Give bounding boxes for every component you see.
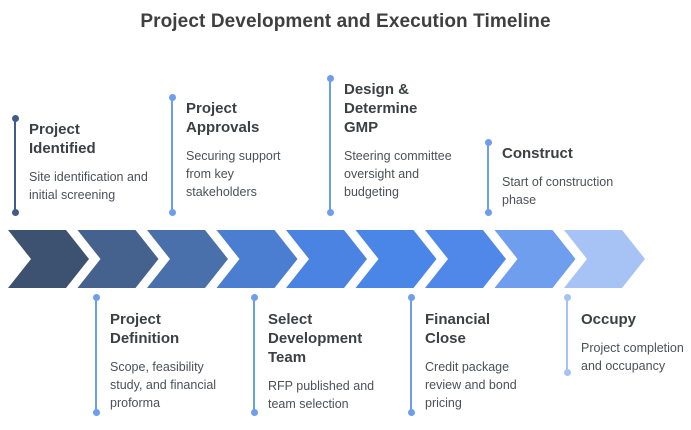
milestone-description: Credit package review and bond pricing: [425, 360, 517, 410]
connector-dot-top: [563, 294, 571, 301]
chevron-step-5: [286, 230, 367, 288]
connector-line: [407, 294, 415, 416]
connector-line: [168, 94, 176, 216]
milestone-description: Site identification and initial screenin…: [29, 170, 148, 202]
connector-dot-top: [168, 94, 176, 101]
chevron-step-8: [494, 230, 576, 288]
connector-dot-bottom: [11, 209, 19, 216]
chevron-step-3: [147, 230, 228, 288]
page-title: Project Development and Execution Timeli…: [140, 11, 551, 32]
connector-dot-bottom: [250, 409, 258, 416]
milestone-title: Project Identified: [29, 121, 96, 157]
chevron-step-9: [564, 230, 645, 288]
milestone-title: Financial Close: [425, 311, 491, 347]
connector-line: [250, 294, 258, 416]
milestone-title: Project Approvals: [186, 100, 260, 136]
connector-line: [484, 139, 492, 216]
chevron-step-2: [77, 230, 159, 288]
milestone-description: Securing support from key stakeholders: [186, 149, 281, 199]
chevron-step-6: [355, 230, 437, 288]
connector-dot-bottom: [326, 209, 334, 216]
connector-dot-top: [92, 294, 100, 301]
milestone-description: Start of construction phase: [502, 175, 614, 207]
connector-line: [92, 294, 100, 416]
connector-dot-top: [407, 294, 415, 301]
chevron-band: [8, 230, 645, 288]
connector-dot-top: [250, 294, 258, 301]
connector-dot-top: [11, 115, 19, 122]
chevron-step-7: [425, 230, 506, 288]
connector-dot-bottom: [92, 409, 100, 416]
connector-dot-top: [484, 139, 492, 146]
milestone-title: Construct: [502, 145, 573, 162]
connector-dot-bottom: [407, 409, 415, 416]
connector-line: [563, 294, 571, 376]
connector-line: [11, 115, 19, 216]
connector-line: [326, 75, 334, 216]
connector-dot-bottom: [484, 209, 492, 216]
connector-dot-bottom: [563, 369, 571, 376]
milestone-description: Steering committee oversight and budgeti…: [344, 149, 452, 199]
milestone-title: Design & Determine GMP: [344, 81, 418, 136]
milestone-description: RFP published and team selection: [268, 379, 375, 411]
milestone-title: Project Definition: [110, 311, 180, 347]
connector-dot-bottom: [168, 209, 176, 216]
milestone-description: Scope, feasibility study, and financial …: [110, 360, 217, 410]
milestone-title: Occupy: [581, 311, 637, 328]
chevron-step-1: [8, 230, 89, 288]
connector-dot-top: [326, 75, 334, 82]
milestone-title: Select Development Team: [268, 311, 363, 366]
milestone-description: Project completion and occupancy: [581, 341, 684, 373]
chevron-step-4: [216, 230, 298, 288]
